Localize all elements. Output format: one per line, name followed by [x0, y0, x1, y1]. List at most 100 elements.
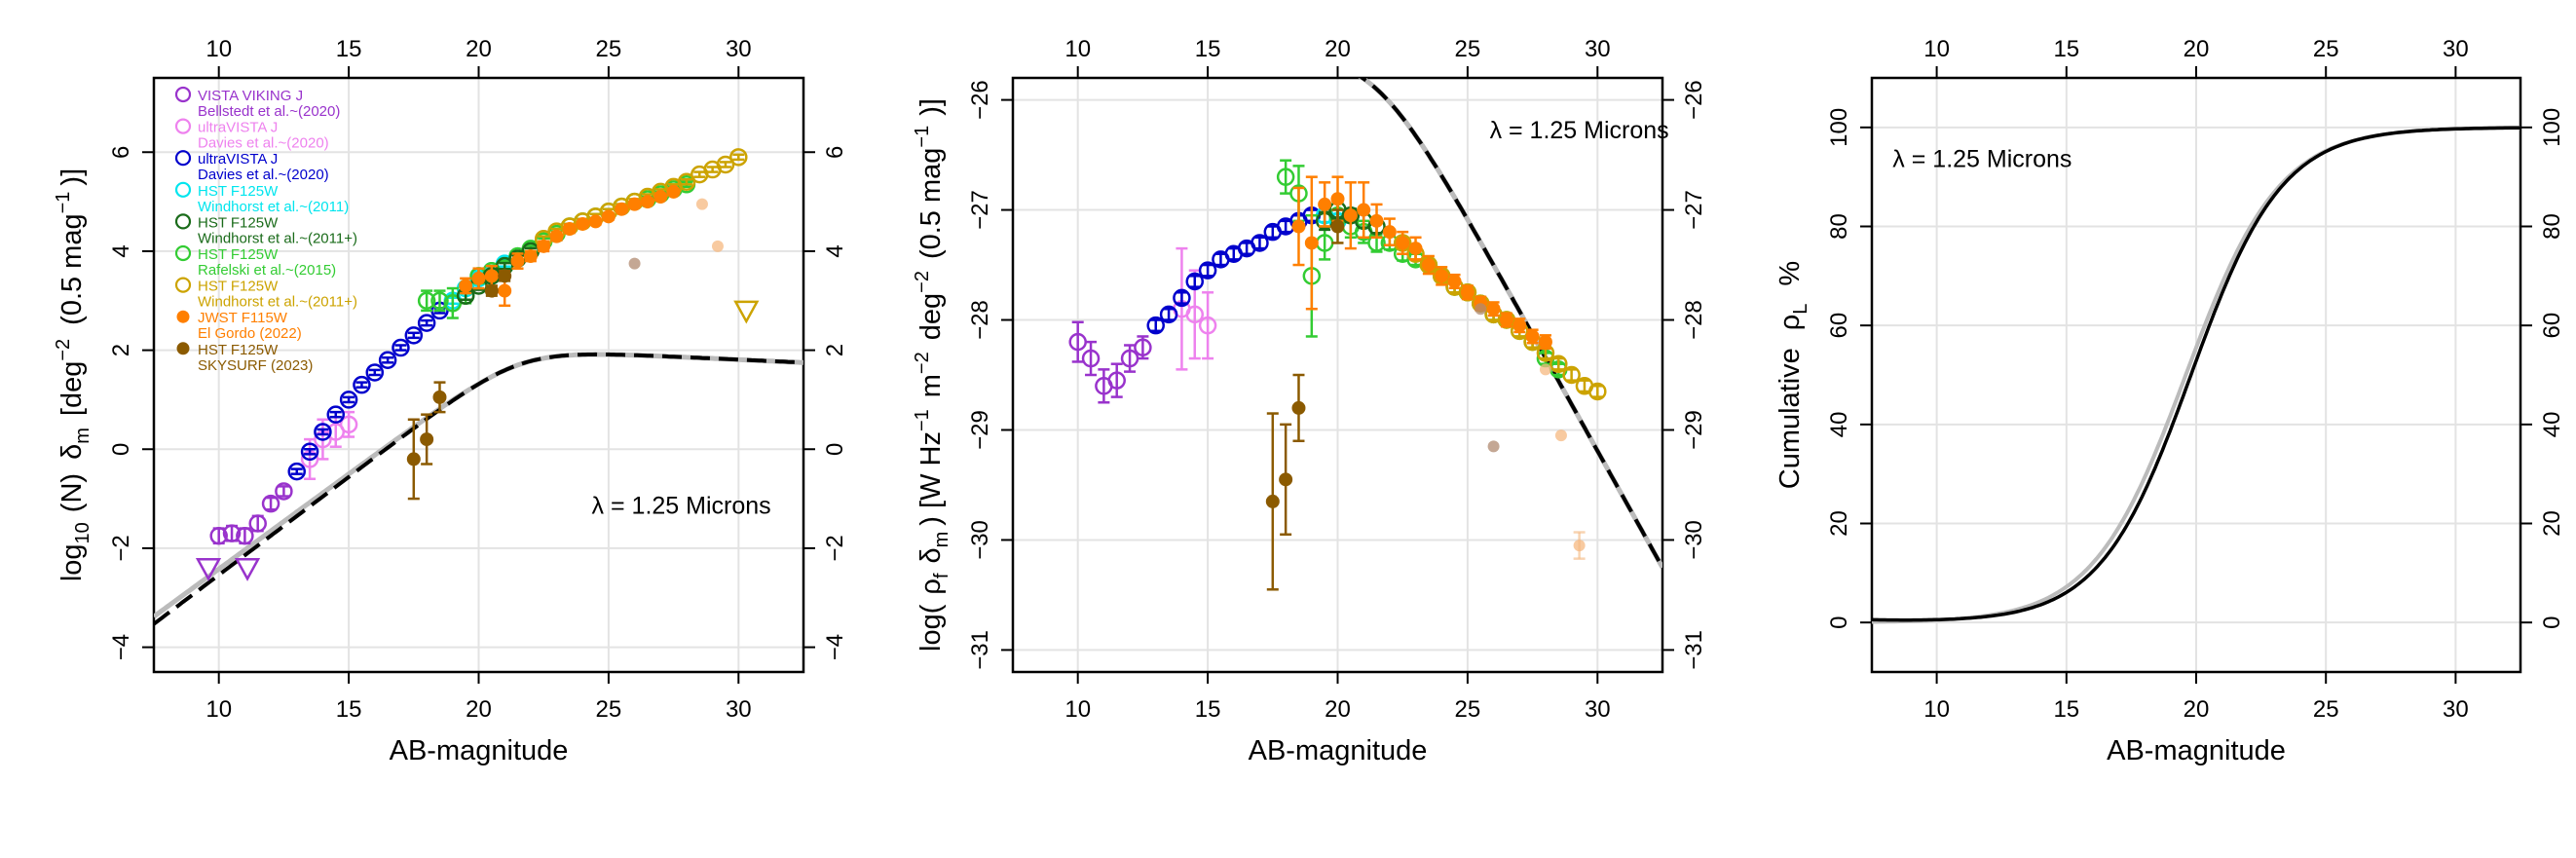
legend-label: JWST F115W — [198, 310, 288, 326]
y-tick-label-right: −29 — [1681, 410, 1707, 450]
data-point — [353, 375, 371, 394]
y-tick-label-right: −27 — [1681, 190, 1707, 230]
x-tick-label-bottom: 30 — [726, 696, 752, 723]
x-tick-label-top: 30 — [2443, 36, 2469, 62]
x-tick-label-top: 20 — [2184, 36, 2210, 62]
data-point — [1549, 354, 1568, 373]
ylabel-sub: f — [931, 573, 952, 578]
data-point — [404, 326, 424, 345]
data-point — [1318, 197, 1332, 211]
data-point — [365, 363, 385, 382]
data-point — [1382, 225, 1397, 240]
data-point — [1330, 192, 1345, 206]
data-point — [1369, 213, 1384, 228]
x-tick-label-bottom: 15 — [1195, 696, 1221, 723]
ylabel-part: % — [1774, 261, 1806, 286]
data-point — [417, 314, 436, 332]
data-point — [1538, 335, 1552, 350]
ylabel-part: ρ — [915, 578, 947, 595]
y-tick-label-right: 4 — [822, 244, 848, 257]
data-point — [695, 198, 708, 210]
data-point — [729, 148, 748, 167]
x-tick-label-bottom: 20 — [1325, 696, 1351, 723]
y-tick-label-left: 2 — [108, 344, 134, 356]
series-orange — [1318, 175, 1552, 351]
ylabel-part: ) [W Hz — [915, 431, 947, 526]
data-point — [1357, 203, 1371, 217]
legend-label: Windhorst et al.~(2011+) — [198, 230, 357, 246]
data-point — [615, 202, 629, 216]
series-brown — [406, 269, 512, 501]
chart-panel-1: 10 10 15 15 20 20 25 25 30 30 −4 −4 −2 −2 0 0 2 2 4 4 6 6 AB-m… — [53, 36, 848, 766]
data-point — [430, 291, 449, 310]
data-point — [523, 249, 538, 263]
x-tick-label-top: 15 — [336, 36, 362, 62]
x-tick-label-bottom: 10 — [205, 696, 232, 723]
y-axis-label: log(ρfδm) [W Hz−1m−2deg−2(0.5 mag−1)] — [912, 98, 952, 652]
data-point — [1146, 316, 1165, 335]
model-curve-dashed — [154, 352, 803, 626]
legend-marker — [174, 86, 192, 103]
data-point — [588, 214, 603, 229]
wavelength-annotation: λ = 1.25 Microns — [592, 492, 771, 519]
model-curve-dashed — [1359, 78, 1662, 569]
ylabel-part: log( — [915, 604, 947, 652]
y-tick-label-right: 6 — [822, 146, 848, 159]
series-brown — [1265, 208, 1345, 591]
data-point — [1408, 242, 1423, 256]
y-tick-label-right: 40 — [2539, 411, 2565, 437]
legend-marker — [174, 277, 192, 293]
chart-panel-3: 10 10 15 15 20 20 25 25 30 30 0 0 20 20 40 40 60 60 80 80 10… — [1774, 36, 2565, 766]
data-point — [1486, 302, 1501, 317]
data-point — [1475, 303, 1487, 316]
ylabel-sub: 10 — [72, 522, 93, 543]
data-point — [1435, 269, 1449, 283]
x-axis-label: AB-magnitude — [390, 735, 569, 766]
series-viking — [209, 482, 293, 545]
ylabel-part: log — [56, 543, 88, 581]
x-tick-label-bottom: 25 — [2313, 696, 2339, 723]
series-orange — [459, 184, 681, 308]
ylabel-sub: L — [1790, 304, 1811, 315]
data-point — [1081, 349, 1101, 368]
legend-marker — [174, 150, 192, 167]
x-tick-label-bottom: 10 — [1064, 696, 1091, 723]
legend-marker — [174, 213, 192, 230]
x-tick-label-top: 15 — [1195, 36, 1221, 62]
legend-marker — [174, 181, 192, 198]
data-point — [1343, 208, 1358, 223]
y-tick-label-left: −27 — [967, 190, 993, 230]
ylabel-sub: m — [931, 532, 952, 548]
data-point — [209, 526, 228, 545]
x-tick-label-bottom: 20 — [2184, 696, 2210, 723]
data-point — [484, 283, 499, 298]
series-orange_big_err — [1291, 175, 1319, 311]
data-point — [1291, 400, 1306, 415]
plot-area — [1872, 126, 2520, 624]
data-point — [287, 462, 306, 481]
series-viking — [1068, 320, 1152, 404]
legend-label: Bellstedt et al.~(2020) — [198, 103, 340, 120]
data-point — [1573, 540, 1586, 552]
data-point — [1134, 338, 1152, 357]
legend-label: ultraVISTA J — [198, 120, 278, 136]
x-tick-label-bottom: 25 — [596, 696, 622, 723]
x-tick-label-bottom: 10 — [1923, 696, 1950, 723]
x-tick-label-top: 25 — [2313, 36, 2339, 62]
data-point — [326, 405, 346, 424]
y-tick-label-left: −29 — [967, 410, 993, 450]
data-point — [275, 482, 293, 501]
y-tick-label-left: −31 — [967, 630, 993, 670]
x-tick-label-bottom: 30 — [2443, 696, 2469, 723]
data-point — [1251, 234, 1269, 252]
y-tick-label-right: 80 — [2539, 213, 2565, 240]
series-gold_limit — [733, 300, 760, 324]
data-point — [666, 184, 681, 199]
ylabel-sup: −1 — [912, 126, 933, 148]
legend-label: Windhorst et al.~(2011+) — [198, 294, 357, 311]
x-tick-label-top: 20 — [466, 36, 492, 62]
legend-label: Rafelski et al.~(2015) — [198, 262, 336, 279]
series-viking_limits — [195, 558, 261, 581]
y-tick-label-left: 40 — [1826, 411, 1852, 437]
